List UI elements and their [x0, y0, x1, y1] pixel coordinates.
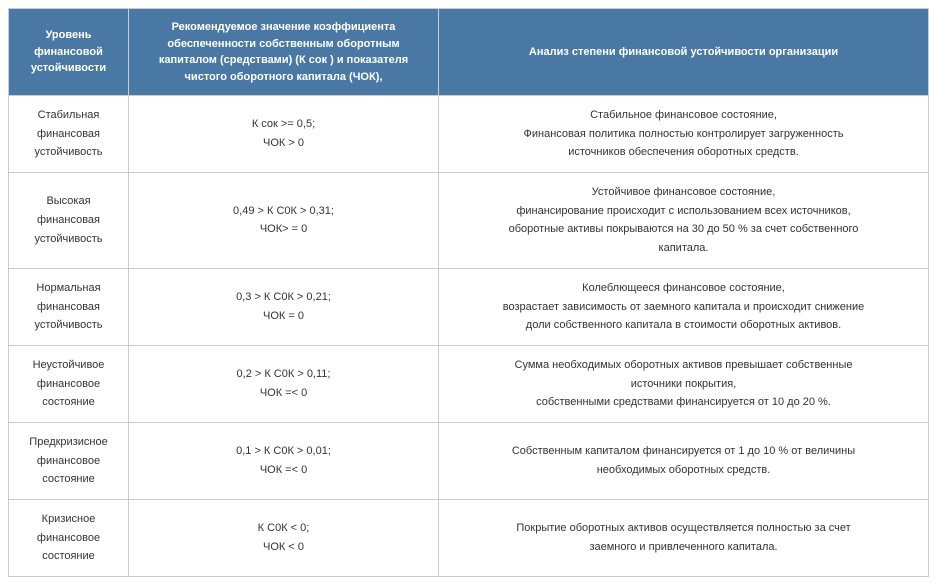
cell-formula: 0,2 > К С0К > 0,11;ЧОК =< 0	[129, 345, 439, 422]
formula-line: ЧОК < 0	[137, 538, 430, 557]
level-line: финансовое	[17, 375, 120, 394]
level-line: финансовое	[17, 452, 120, 471]
table-row: Нормальнаяфинансоваяустойчивость0,3 > К …	[9, 268, 929, 345]
formula-line: ЧОК =< 0	[137, 384, 430, 403]
cell-level: Неустойчивоефинансовоесостояние	[9, 345, 129, 422]
analysis-line: Стабильное финансовое состояние,	[447, 106, 920, 125]
formula-line: ЧОК = 0	[137, 307, 430, 326]
cell-formula: 0,3 > К С0К > 0,21;ЧОК = 0	[129, 268, 439, 345]
level-line: состояние	[17, 393, 120, 412]
analysis-line: возрастает зависимость от заемного капит…	[447, 298, 920, 317]
table-row: КризисноефинансовоесостояниеК С0К < 0;ЧО…	[9, 500, 929, 577]
formula-line: К сок >= 0,5;	[137, 115, 430, 134]
table-row: Предкризисноефинансовоесостояние0,1 > К …	[9, 422, 929, 499]
level-line: Предкризисное	[17, 433, 120, 452]
analysis-line: Устойчивое финансовое состояние,	[447, 183, 920, 202]
analysis-line: Сумма необходимых оборотных активов прев…	[447, 356, 920, 375]
level-line: финансовая	[17, 298, 120, 317]
table-header-row: Уровень финансовой устойчивости Рекоменд…	[9, 9, 929, 96]
formula-line: 0,1 > К С0К > 0,01;	[137, 442, 430, 461]
financial-stability-table: Уровень финансовой устойчивости Рекоменд…	[8, 8, 929, 577]
analysis-line: финансирование происходит с использовани…	[447, 202, 920, 221]
level-line: Неустойчивое	[17, 356, 120, 375]
level-line: состояние	[17, 547, 120, 566]
cell-analysis: Покрытие оборотных активов осуществляетс…	[439, 500, 929, 577]
level-line: Высокая	[17, 192, 120, 211]
cell-analysis: Колеблющееся финансовое состояние,возрас…	[439, 268, 929, 345]
cell-analysis: Устойчивое финансовое состояние,финансир…	[439, 173, 929, 269]
header-formula: Рекомендуемое значение коэффициента обес…	[129, 9, 439, 96]
analysis-line: собственными средствами финансируется от…	[447, 393, 920, 412]
analysis-line: оборотные активы покрываются на 30 до 50…	[447, 220, 920, 239]
cell-formula: 0,1 > К С0К > 0,01;ЧОК =< 0	[129, 422, 439, 499]
cell-level: Кризисноефинансовоесостояние	[9, 500, 129, 577]
formula-line: 0,2 > К С0К > 0,11;	[137, 365, 430, 384]
level-line: устойчивость	[17, 143, 120, 162]
header-level: Уровень финансовой устойчивости	[9, 9, 129, 96]
level-line: Кризисное	[17, 510, 120, 529]
formula-line: 0,3 > К С0К > 0,21;	[137, 288, 430, 307]
cell-level: Предкризисноефинансовоесостояние	[9, 422, 129, 499]
analysis-line: источников обеспечения оборотных средств…	[447, 143, 920, 162]
level-line: состояние	[17, 470, 120, 489]
cell-analysis: Собственным капиталом финансируется от 1…	[439, 422, 929, 499]
formula-line: ЧОК =< 0	[137, 461, 430, 480]
analysis-line: Покрытие оборотных активов осуществляетс…	[447, 519, 920, 538]
cell-level: Нормальнаяфинансоваяустойчивость	[9, 268, 129, 345]
table-row: СтабильнаяфинансоваяустойчивостьК сок >=…	[9, 96, 929, 173]
cell-formula: К сок >= 0,5;ЧОК > 0	[129, 96, 439, 173]
cell-level: Высокаяфинансоваяустойчивость	[9, 173, 129, 269]
table-body: СтабильнаяфинансоваяустойчивостьК сок >=…	[9, 96, 929, 577]
cell-level: Стабильнаяфинансоваяустойчивость	[9, 96, 129, 173]
level-line: Стабильная	[17, 106, 120, 125]
analysis-line: Собственным капиталом финансируется от 1…	[447, 442, 920, 461]
cell-analysis: Стабильное финансовое состояние,Финансов…	[439, 96, 929, 173]
level-line: финансовая	[17, 125, 120, 144]
table-row: Высокаяфинансоваяустойчивость0,49 > К С0…	[9, 173, 929, 269]
formula-line: ЧОК > 0	[137, 134, 430, 153]
level-line: финансовое	[17, 529, 120, 548]
analysis-line: необходимых оборотных средств.	[447, 461, 920, 480]
analysis-line: капитала.	[447, 239, 920, 258]
formula-line: 0,49 > К С0К > 0,31;	[137, 202, 430, 221]
cell-analysis: Сумма необходимых оборотных активов прев…	[439, 345, 929, 422]
level-line: устойчивость	[17, 316, 120, 335]
cell-formula: 0,49 > К С0К > 0,31;ЧОК> = 0	[129, 173, 439, 269]
analysis-line: источники покрытия,	[447, 375, 920, 394]
level-line: Нормальная	[17, 279, 120, 298]
cell-formula: К С0К < 0;ЧОК < 0	[129, 500, 439, 577]
level-line: устойчивость	[17, 230, 120, 249]
formula-line: ЧОК> = 0	[137, 220, 430, 239]
analysis-line: Финансовая политика полностью контролиру…	[447, 125, 920, 144]
table-row: Неустойчивоефинансовоесостояние0,2 > К С…	[9, 345, 929, 422]
analysis-line: заемного и привлеченного капитала.	[447, 538, 920, 557]
analysis-line: доли собственного капитала в стоимости о…	[447, 316, 920, 335]
analysis-line: Колеблющееся финансовое состояние,	[447, 279, 920, 298]
formula-line: К С0К < 0;	[137, 519, 430, 538]
header-analysis: Анализ степени финансовой устойчивости о…	[439, 9, 929, 96]
level-line: финансовая	[17, 211, 120, 230]
